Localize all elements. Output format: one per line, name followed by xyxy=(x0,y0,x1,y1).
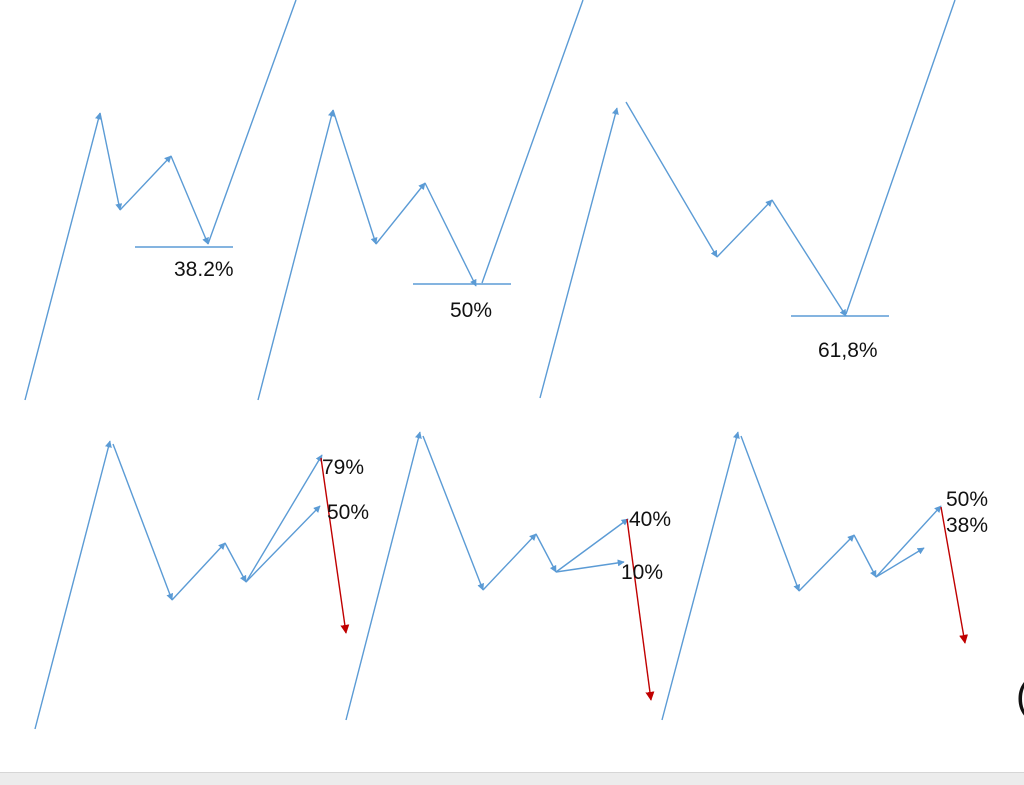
bounce-up-line xyxy=(482,533,537,591)
projection-79-line xyxy=(245,454,323,583)
pattern-bottom-3 xyxy=(661,431,942,721)
level-label-50-b: 50% xyxy=(946,488,989,511)
bounce-up-line xyxy=(716,199,773,258)
fib-label-61-8: 61,8% xyxy=(818,339,878,362)
projection-10-line xyxy=(555,559,625,573)
retrace-down-line xyxy=(170,155,209,245)
retrace-down-line xyxy=(740,435,801,592)
retrace-down-line xyxy=(99,112,123,211)
level-label-10: 10% xyxy=(621,561,664,584)
impulse-up-line xyxy=(257,109,335,401)
pattern-top-2 xyxy=(257,0,584,401)
bottom-scrollbar[interactable] xyxy=(0,772,1024,785)
bounce-up-line xyxy=(171,542,226,601)
retrace-down-line xyxy=(535,533,557,573)
retrace-down-line xyxy=(332,109,378,245)
reversal-arrow-3 xyxy=(940,506,969,644)
pattern-top-1 xyxy=(24,0,297,401)
level-label-38: 38% xyxy=(946,514,989,537)
breakout-up-line xyxy=(845,0,956,315)
breakout-up-line xyxy=(207,0,297,245)
bounce-up-line xyxy=(375,182,426,245)
projection-50-line xyxy=(875,505,942,578)
fib-label-38-2: 38.2% xyxy=(174,258,234,281)
level-label-79: 79% xyxy=(322,456,365,479)
level-label-50: 50% xyxy=(327,501,370,524)
pattern-bottom-1 xyxy=(34,440,323,730)
fib-label-50: 50% xyxy=(450,299,493,322)
pattern-bottom-2 xyxy=(345,431,629,721)
impulse-up-line xyxy=(539,107,619,399)
bounce-up-line xyxy=(798,534,855,592)
retrace-down-line xyxy=(422,435,484,591)
projection-40-line xyxy=(555,518,629,573)
retrace-down-line xyxy=(112,443,174,601)
projection-38-line xyxy=(875,547,925,578)
edge-glyph: ( xyxy=(1016,676,1024,716)
impulse-up-line xyxy=(34,440,112,730)
reversal-arrow-1 xyxy=(320,457,350,634)
impulse-up-line xyxy=(345,431,422,721)
projection-50-line xyxy=(245,505,321,583)
impulse-up-line xyxy=(661,431,740,721)
retrace-down-line xyxy=(771,199,847,317)
impulse-up-line xyxy=(24,112,102,401)
retrace-down-line xyxy=(625,101,718,258)
pattern-top-3 xyxy=(539,0,956,399)
retrace-down-line xyxy=(853,534,877,578)
reversal-arrow-2 xyxy=(626,518,655,701)
level-label-40: 40% xyxy=(629,508,672,531)
retrace-down-line xyxy=(224,542,247,583)
breakout-up-line xyxy=(481,0,584,284)
retrace-down-line xyxy=(424,182,477,287)
bounce-up-line xyxy=(119,155,172,211)
